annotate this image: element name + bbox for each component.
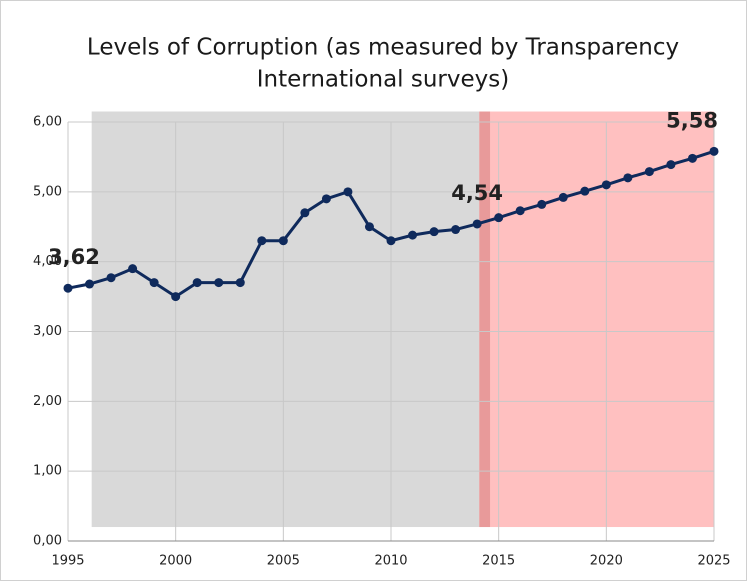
data-point (687, 153, 697, 163)
x-tick-label: 2005 (267, 554, 300, 569)
data-point (558, 192, 568, 202)
data-point (709, 146, 719, 156)
data-point (149, 278, 159, 288)
x-tick-label: 2000 (159, 554, 192, 569)
x-tick-label: 2010 (374, 554, 407, 569)
x-tick-label: 2025 (697, 554, 730, 569)
x-tick-label: 2020 (590, 554, 623, 569)
y-tick-label: 4,00 (33, 254, 62, 269)
data-point (472, 219, 482, 229)
shaded-region (479, 111, 491, 528)
chart-title: International surveys) (257, 67, 509, 93)
y-tick-label: 1,00 (33, 464, 62, 479)
data-point (601, 180, 611, 190)
data-label: 5,58 (666, 108, 718, 132)
data-point (128, 264, 138, 274)
chart-title: Levels of Corruption (as measured by Tra… (87, 35, 679, 61)
data-point (257, 236, 267, 246)
data-point (214, 278, 224, 288)
data-label: 3,62 (48, 245, 100, 269)
data-point (278, 236, 288, 246)
data-point (515, 206, 525, 216)
data-point (300, 208, 310, 218)
y-tick-label: 3,00 (33, 324, 62, 339)
data-point (63, 283, 73, 293)
x-tick-label: 2015 (482, 554, 515, 569)
data-point (623, 173, 633, 183)
data-point (429, 227, 439, 237)
data-point (386, 236, 396, 246)
data-point (494, 213, 504, 223)
data-point (235, 278, 245, 288)
y-tick-label: 6,00 (33, 115, 62, 130)
data-point (171, 292, 181, 302)
data-point (408, 230, 418, 240)
data-point (85, 279, 95, 289)
shaded-region (91, 111, 480, 528)
x-tick-label: 1995 (51, 554, 84, 569)
y-tick-label: 2,00 (33, 394, 62, 409)
data-label: 4,54 (451, 181, 503, 205)
data-point (537, 199, 547, 209)
data-point (451, 225, 461, 235)
data-point (666, 160, 676, 170)
data-point (192, 278, 202, 288)
y-tick-label: 5,00 (33, 184, 62, 199)
data-point (321, 194, 331, 204)
data-point (106, 273, 116, 283)
shaded-region (479, 111, 714, 528)
data-point (364, 222, 374, 232)
data-point (343, 187, 353, 197)
y-tick-label: 0,00 (33, 534, 62, 549)
data-point (644, 167, 654, 177)
data-point (580, 186, 590, 196)
